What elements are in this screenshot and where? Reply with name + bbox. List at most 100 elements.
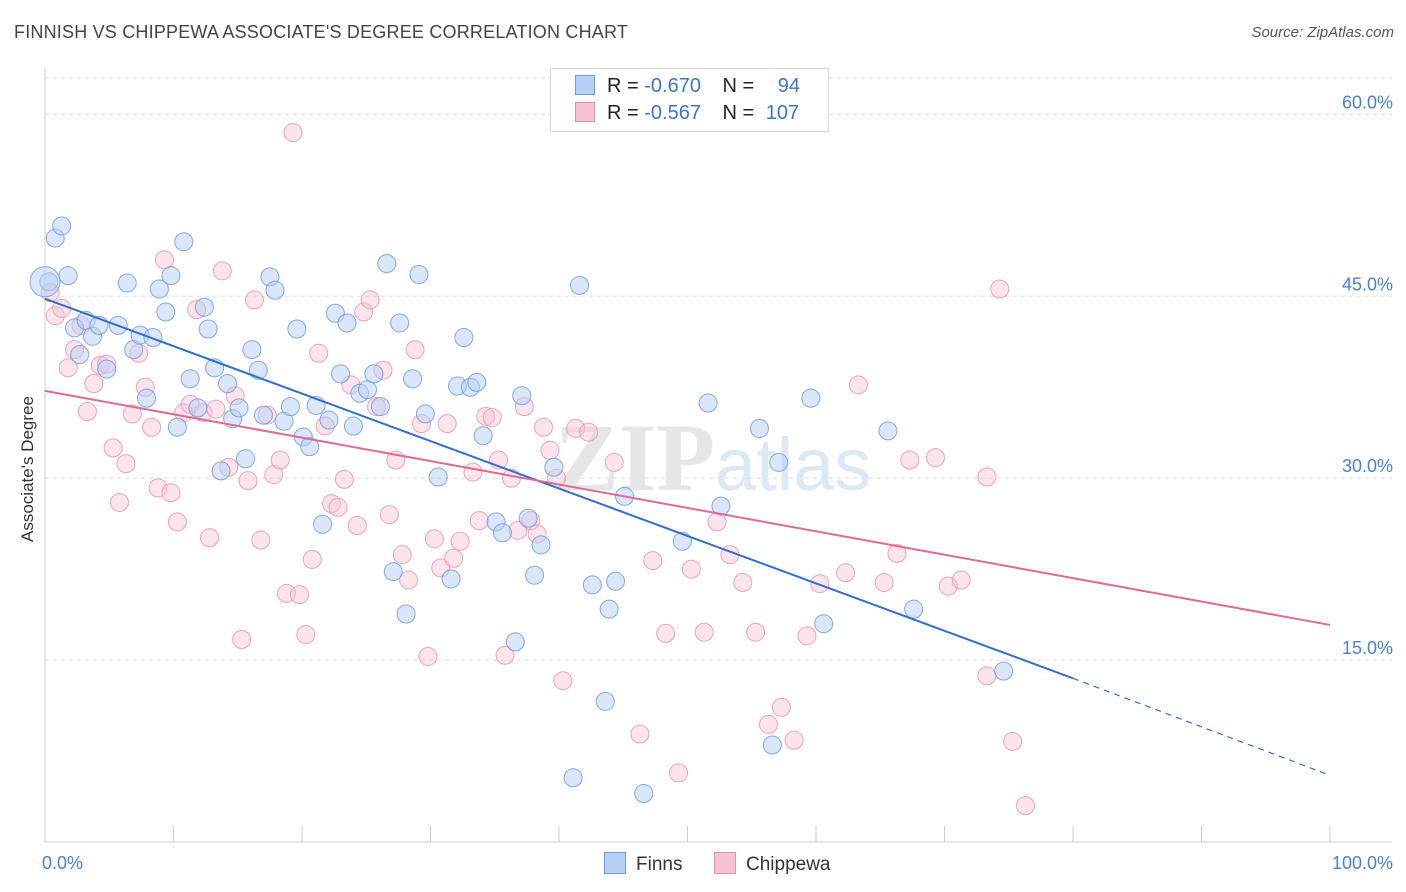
finns-point (467, 372, 487, 392)
finns-point (242, 340, 262, 360)
finns-legend-swatch (604, 852, 626, 874)
y-tick-label: 15.0% (1342, 638, 1393, 658)
chippewa-point (84, 374, 104, 394)
finns-point (253, 405, 273, 425)
finns-n-label: N = (722, 75, 755, 97)
finns-point (364, 364, 384, 384)
chippewa-point (238, 471, 258, 491)
chippewa-point (848, 375, 868, 395)
chippewa-point (232, 629, 252, 649)
finns-point (377, 254, 397, 274)
finns-point (198, 319, 218, 339)
finns-point (280, 397, 300, 417)
finns-point (994, 661, 1014, 681)
finns-point (531, 535, 551, 555)
finns-points (29, 216, 1014, 803)
finns-trend-extension (1072, 677, 1331, 776)
chippewa-point (199, 528, 219, 548)
finns-point (180, 369, 200, 389)
chippewa-point (630, 724, 650, 744)
chippewa-point (836, 563, 856, 583)
finns-point (235, 449, 255, 469)
watermark: ZIP atlas (555, 404, 871, 511)
chippewa-point (251, 530, 271, 550)
chippewa-point (553, 671, 573, 691)
chippewa-point (707, 512, 727, 532)
chippewa-point (566, 418, 586, 438)
chippewa-point (495, 645, 515, 665)
finns-swatch (575, 75, 595, 95)
chippewa-r-value: -0.567 (644, 102, 701, 124)
chippewa-point (289, 585, 309, 605)
finns-point (29, 266, 61, 298)
chippewa-point (161, 483, 181, 503)
chippewa-point (296, 625, 316, 645)
chippewa-point (122, 404, 142, 424)
chippewa-point (540, 440, 560, 460)
finns-point (544, 457, 564, 477)
chippewa-point (874, 572, 894, 592)
finns-point (149, 279, 169, 299)
tick-labels: 15.0% 30.0% 45.0% 60.0% 0.0% 100.0% (42, 92, 1393, 873)
chippewa-trend-line (44, 389, 1331, 626)
chippewa-point (990, 279, 1010, 299)
finns-point (331, 364, 351, 384)
finns-point (188, 398, 208, 418)
chippewa-point (482, 408, 502, 428)
chippewa-point (45, 306, 65, 326)
chippewa-point (938, 576, 958, 596)
chippewa-point (405, 340, 425, 360)
chippewa-point (142, 417, 162, 437)
finns-point (492, 523, 512, 543)
finns-point (415, 404, 435, 424)
finns-point (390, 313, 410, 333)
finns-point (265, 280, 285, 300)
chippewa-point (469, 511, 489, 531)
chippewa-point (977, 666, 997, 686)
finns-point (904, 599, 924, 619)
finns-legend-label: Finns (636, 854, 683, 875)
finns-point (396, 604, 416, 624)
chippewa-point (656, 623, 676, 643)
finns-point (606, 571, 626, 591)
chippewa-point (694, 622, 714, 642)
chippewa-point (206, 399, 226, 419)
chippewa-point (771, 697, 791, 717)
legend-row-finns: R = -0.670 N = 94 (575, 75, 800, 101)
finns-point (58, 266, 78, 286)
trend-lines (44, 297, 1331, 776)
chippewa-point (110, 492, 130, 512)
finns-point (762, 735, 782, 755)
chippewa-point (534, 417, 554, 437)
finns-point (599, 599, 619, 619)
gridlines (45, 77, 1392, 661)
finns-point (525, 565, 545, 585)
y-tick-label: 30.0% (1342, 456, 1393, 476)
axes (44, 68, 1392, 843)
finns-point (137, 388, 157, 408)
finns-point (52, 216, 72, 236)
chippewa-point (733, 572, 753, 592)
finns-point (505, 632, 525, 652)
chippewa-point (379, 505, 399, 525)
finns-n-value: 94 (777, 75, 801, 97)
finns-point (749, 418, 769, 438)
chippewa-point (283, 123, 303, 143)
y-tick-label: 60.0% (1342, 92, 1393, 112)
chippewa-point (392, 545, 412, 565)
chippewa-point (354, 302, 374, 322)
finns-r-value: -0.670 (644, 75, 701, 97)
chippewa-point (1015, 796, 1035, 816)
chippewa-point (1003, 731, 1023, 751)
correlation-legend: R = -0.670 N = 94 R = -0.567 N = 107 (550, 68, 829, 132)
finns-trend-line (44, 297, 1074, 680)
chippewa-point (360, 290, 380, 310)
finns-point (582, 575, 602, 595)
chippewa-point (58, 358, 78, 378)
finns-point (769, 452, 789, 472)
finns-point (211, 461, 231, 481)
chippewa-point (437, 414, 457, 434)
source-label: Source: ZipAtlas.com (1251, 24, 1394, 41)
finns-point (217, 374, 237, 394)
chippewa-point (951, 570, 971, 590)
